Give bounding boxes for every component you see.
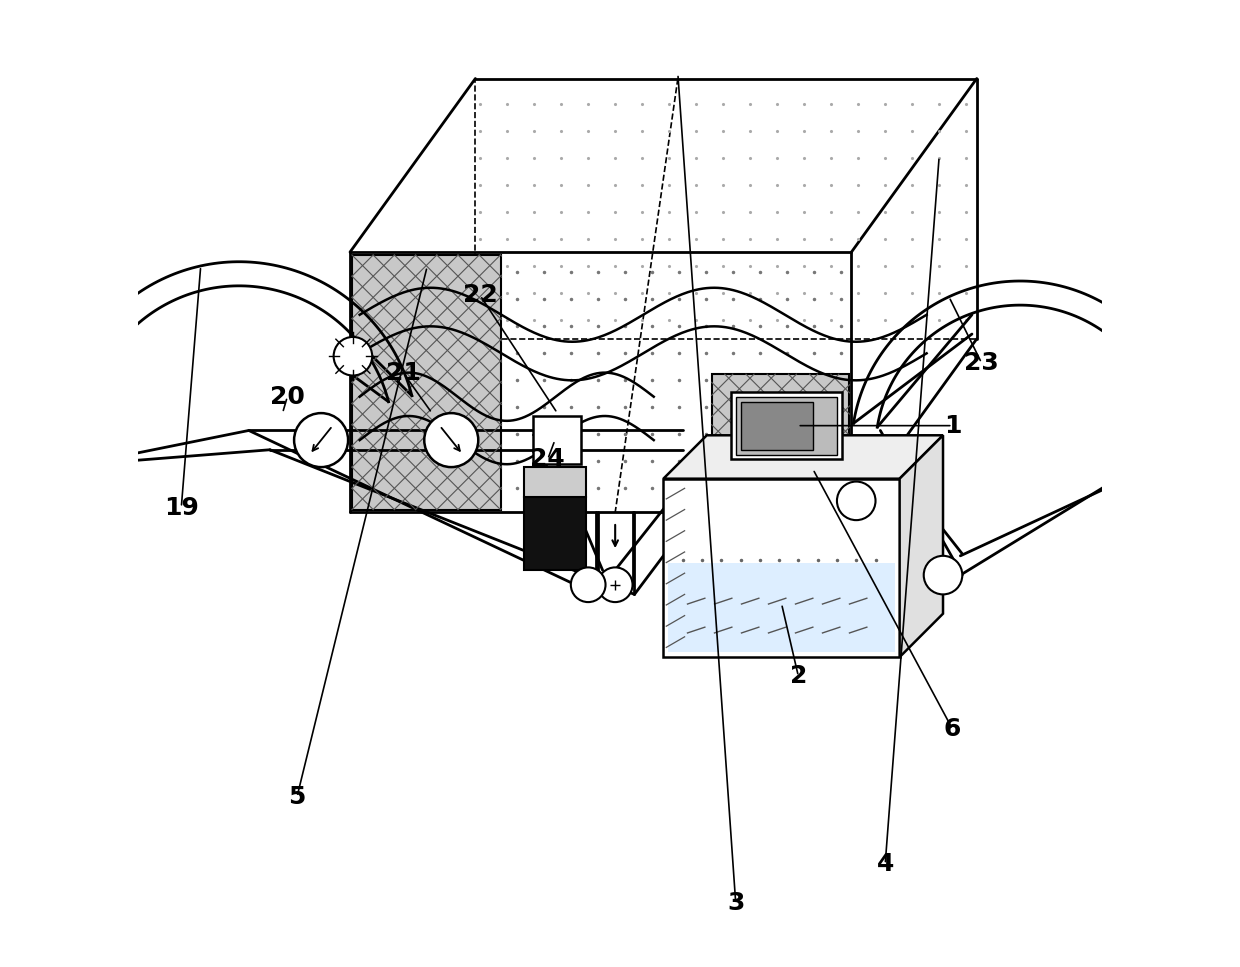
Text: 23: 23 xyxy=(965,351,999,375)
Text: 22: 22 xyxy=(463,283,497,308)
Circle shape xyxy=(294,413,348,467)
Bar xyxy=(740,401,812,450)
Text: 21: 21 xyxy=(386,361,420,385)
Text: 20: 20 xyxy=(270,385,305,409)
Bar xyxy=(735,396,837,454)
Circle shape xyxy=(924,556,962,595)
Bar xyxy=(663,479,900,657)
Bar xyxy=(523,497,587,571)
Polygon shape xyxy=(663,435,942,479)
Text: 24: 24 xyxy=(531,448,565,471)
Bar xyxy=(730,392,842,459)
Bar xyxy=(523,467,587,497)
Circle shape xyxy=(837,482,875,520)
Text: 1: 1 xyxy=(944,414,961,438)
Bar xyxy=(533,416,582,464)
Polygon shape xyxy=(712,374,849,510)
Text: 2: 2 xyxy=(790,664,807,689)
Polygon shape xyxy=(352,255,501,510)
Circle shape xyxy=(334,337,372,375)
Text: 3: 3 xyxy=(727,891,744,915)
Text: 4: 4 xyxy=(877,852,894,876)
Text: 19: 19 xyxy=(164,496,198,519)
Text: 5: 5 xyxy=(288,785,306,808)
Circle shape xyxy=(570,568,605,602)
Text: 6: 6 xyxy=(944,718,961,742)
Circle shape xyxy=(424,413,479,467)
Polygon shape xyxy=(900,435,942,657)
Circle shape xyxy=(598,568,632,602)
Bar xyxy=(668,563,895,652)
